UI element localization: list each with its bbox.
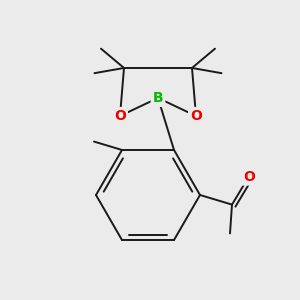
Text: O: O: [243, 169, 255, 184]
Text: B: B: [153, 91, 163, 105]
Text: O: O: [190, 109, 202, 123]
Text: O: O: [114, 109, 126, 123]
